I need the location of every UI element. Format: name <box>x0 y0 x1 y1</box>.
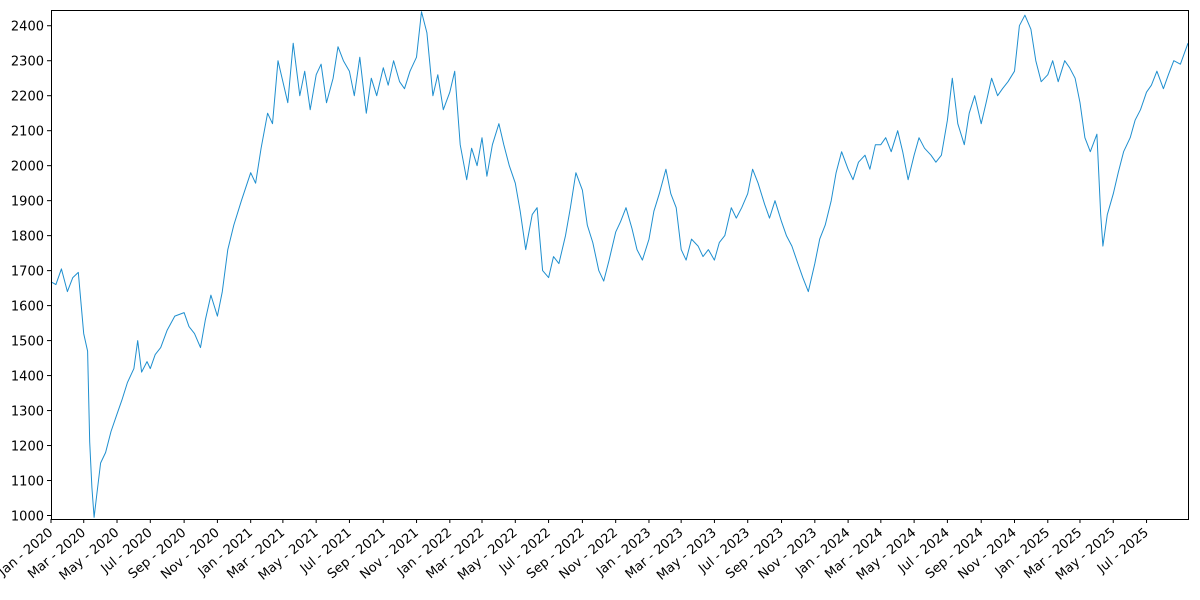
price-series-line <box>50 11 1189 518</box>
y-tick-labels: 1000 1100 1200 1300 1400 1500 1600 1700 1800 1900… <box>11 20 44 525</box>
y-tick-label: 1400 <box>11 370 44 385</box>
y-tick-label: 2100 <box>11 125 44 140</box>
y-tick-marks <box>47 25 51 517</box>
y-tick-label: 1000 <box>11 510 44 525</box>
y-tick-label: 1700 <box>11 265 44 280</box>
y-tick-label: 1500 <box>11 335 44 350</box>
y-tick-label: 1900 <box>11 195 44 210</box>
y-tick-label: 2300 <box>11 55 44 70</box>
y-tick-label: 1200 <box>11 440 44 455</box>
y-tick-label: 1800 <box>11 230 44 245</box>
y-tick-label: 1600 <box>11 300 44 315</box>
plot-area-frame <box>51 10 1189 520</box>
y-tick-label: 2000 <box>11 160 44 175</box>
y-tick-label: 2200 <box>11 90 44 105</box>
y-tick-label: 2400 <box>11 20 44 35</box>
y-tick-label: 1300 <box>11 405 44 420</box>
y-tick-label: 1100 <box>11 475 44 490</box>
